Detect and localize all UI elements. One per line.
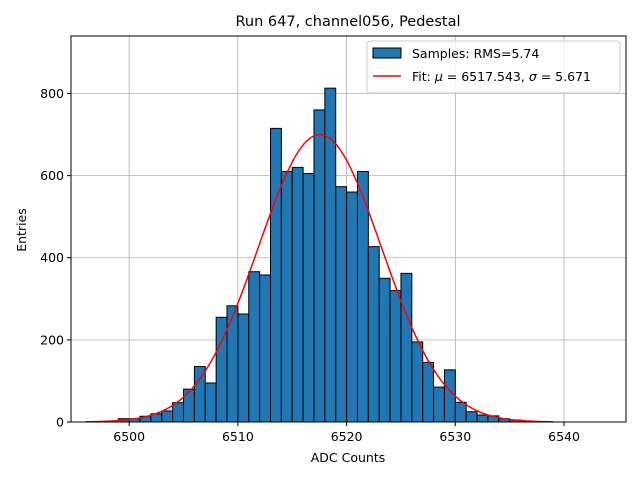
y-tick-label: 400 (40, 250, 64, 265)
chart-title: Run 647, channel056, Pedestal (235, 14, 460, 30)
histogram-bar (226, 305, 239, 423)
histogram-bar (302, 173, 315, 423)
legend-box (366, 40, 621, 94)
histogram-bar (454, 401, 467, 423)
y-tick-label: 200 (40, 332, 64, 347)
histogram-bar (443, 369, 456, 423)
histogram-bar (465, 411, 478, 423)
y-tick-label: 800 (40, 86, 64, 101)
x-tick-label: 6510 (222, 429, 254, 444)
gaussian-fit-line (85, 133, 554, 423)
legend: Samples: RMS=5.74 Fit: μ = 6517.543, σ =… (366, 40, 621, 94)
histogram-bar (269, 127, 282, 423)
plot-frame (70, 35, 627, 423)
histogram-bar (367, 246, 380, 423)
legend-fit-prefix: Fit: (412, 69, 435, 84)
y-axis-ticks: 0 200 400 600 800 (40, 86, 71, 430)
x-tick-label: 6540 (548, 429, 580, 444)
histogram-bar (346, 191, 358, 423)
histogram-bars (117, 87, 543, 423)
histogram-bar (259, 274, 271, 423)
histogram-bar (172, 402, 185, 423)
histogram-bar (389, 290, 402, 423)
histogram-bar (313, 109, 326, 423)
histogram-bar (356, 171, 369, 423)
legend-fit-sigma-symbol: σ (529, 69, 538, 84)
histogram-bar (422, 361, 435, 423)
histogram-bar (248, 271, 261, 423)
legend-fit-mu-symbol: μ (434, 69, 443, 84)
histogram-bar (193, 366, 206, 423)
histogram-bar (335, 186, 348, 423)
y-tick-label: 600 (40, 168, 64, 183)
histogram-bar (378, 277, 391, 423)
histogram-bar (161, 410, 174, 423)
y-tick-label: 0 (56, 415, 64, 430)
histogram-bar (183, 388, 195, 423)
y-axis-label: Entries (14, 208, 29, 252)
x-tick-label: 6500 (113, 429, 145, 444)
legend-fit-mu-value: = 6517.543, (443, 69, 529, 84)
histogram-bar (204, 382, 217, 423)
histogram-bar (400, 272, 413, 423)
x-axis-label: ADC Counts (311, 450, 386, 465)
histogram-bar (237, 313, 250, 423)
legend-label-fit: Fit: μ = 6517.543, σ = 5.671 (412, 69, 591, 84)
histogram-bar (291, 166, 304, 423)
x-axis-ticks: 6500 6510 6520 6530 6540 (113, 422, 580, 444)
legend-label-histogram: Samples: RMS=5.74 (412, 46, 539, 61)
legend-fit-sigma-value: = 5.671 (537, 69, 591, 84)
legend-swatch-histogram (372, 47, 402, 59)
histogram-bar (433, 386, 445, 423)
x-tick-label: 6530 (439, 429, 471, 444)
histogram-bar (280, 171, 293, 423)
x-tick-label: 6520 (331, 429, 363, 444)
histogram-bar (411, 341, 424, 423)
histogram-bar (476, 414, 489, 423)
